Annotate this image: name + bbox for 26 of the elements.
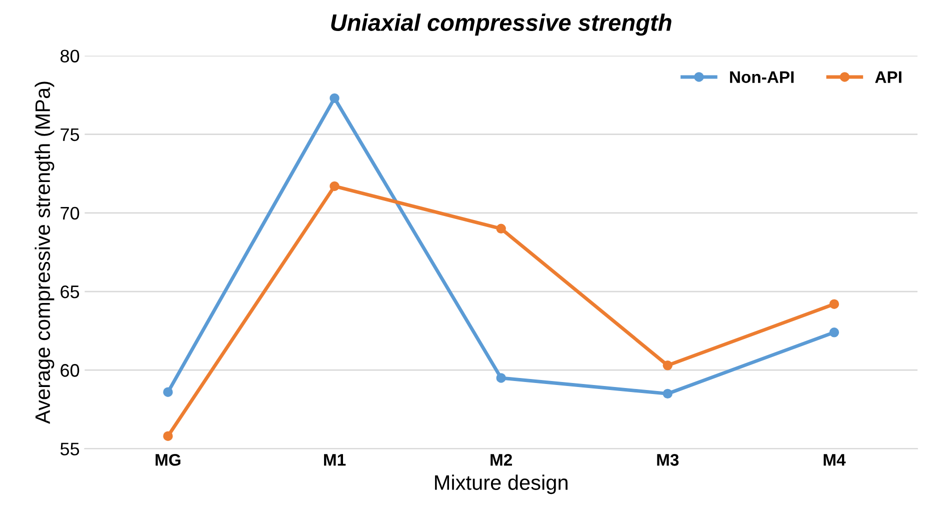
point (662, 388, 672, 399)
y-tick-label: 75 (60, 128, 80, 142)
point (829, 328, 840, 338)
point (330, 93, 340, 104)
x-tick-label: M3 (657, 454, 679, 466)
y-tick-label: 80 (60, 50, 80, 62)
point (163, 387, 173, 397)
x-tick-label: MG (156, 454, 180, 466)
point (163, 431, 173, 441)
point (662, 360, 672, 370)
point (496, 373, 506, 383)
x-axis-title: Mixture design (435, 474, 568, 494)
y-axis-title: Average compressive strength (MPa) (34, 82, 54, 424)
x-tick-label: M2 (490, 454, 512, 466)
point (496, 224, 506, 234)
point (330, 181, 340, 192)
y-tick-label: 70 (60, 206, 80, 220)
legend-label: API (875, 71, 902, 83)
point (829, 299, 840, 309)
x-tick-label: M1 (324, 454, 346, 466)
legend-label: Non-API (730, 71, 794, 83)
x-tick-label: M4 (824, 454, 846, 466)
y-tick-label: 60 (60, 364, 80, 377)
y-tick-label: 65 (60, 285, 80, 298)
chart-title: Uniaxial compressive strength (331, 14, 672, 36)
y-tick-label: 55 (60, 442, 80, 456)
